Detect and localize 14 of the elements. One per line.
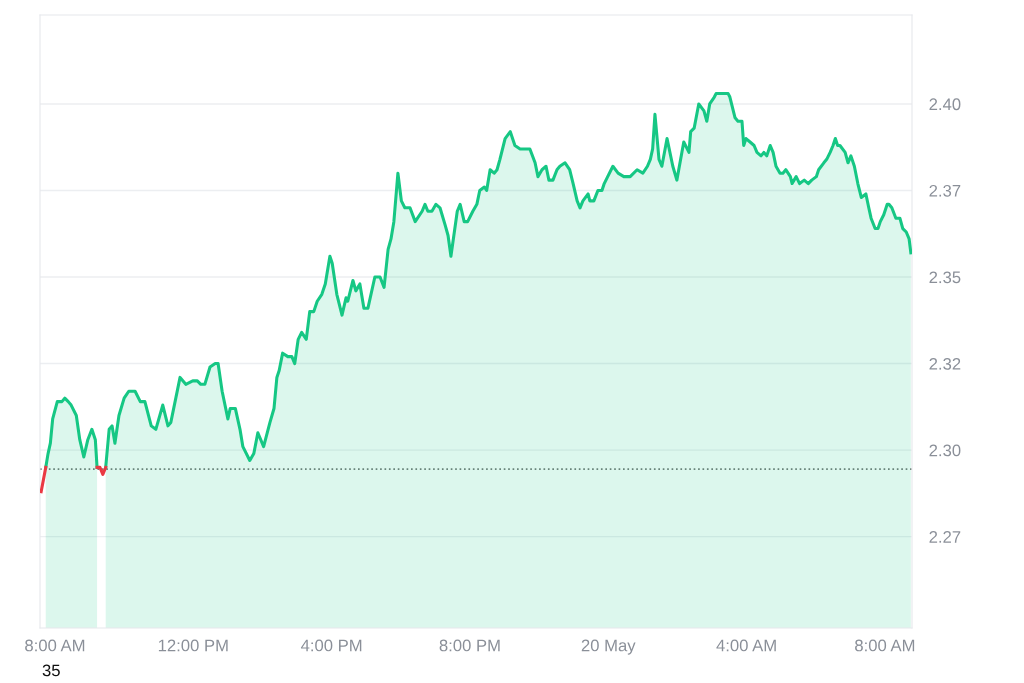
x-tick-label: 8:00 AM <box>25 639 85 652</box>
y-tick-label: 2.37 <box>929 184 961 197</box>
y-tick-label: 2.35 <box>929 271 961 284</box>
y-tick-label: 2.32 <box>929 357 961 370</box>
x-tick-label: 4:00 PM <box>300 639 362 652</box>
y-tick-label: 2.27 <box>929 531 961 543</box>
x-tick-label: 4:00 AM <box>716 639 776 652</box>
x-tick-label: 20 May <box>581 639 636 655</box>
y-tick-label: 2.30 <box>929 444 961 457</box>
y-tick-label: 2.40 <box>929 98 961 111</box>
x-tick-label: 8:00 AM <box>855 639 915 652</box>
text: 35 <box>42 664 60 677</box>
x-tick-label: 8:00 PM <box>439 639 500 652</box>
x-tick-label: 12:00 PM <box>158 639 228 652</box>
